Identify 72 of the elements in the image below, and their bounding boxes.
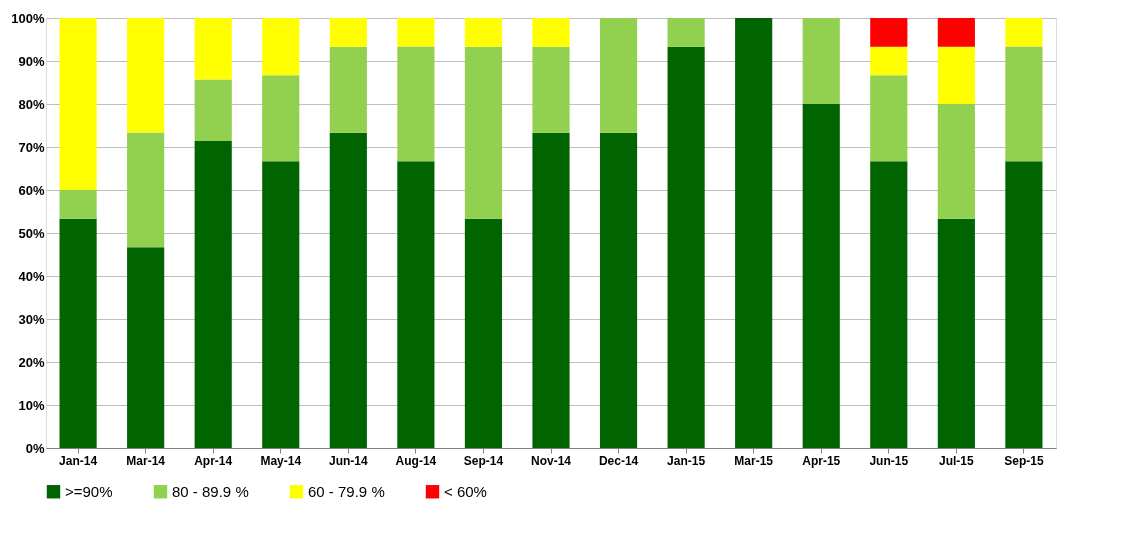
- legend-label: >=90%: [65, 482, 113, 500]
- bar: [870, 18, 908, 47]
- bar: [1005, 18, 1043, 47]
- bar: [735, 18, 773, 448]
- bar: [262, 75, 300, 162]
- bar: [194, 79, 232, 141]
- y-tick-label: 80%: [18, 96, 45, 112]
- x-tick-label: May-14: [260, 453, 302, 468]
- legend-label: 80 - 89.9 %: [172, 482, 249, 500]
- bar: [599, 132, 638, 448]
- bar: [127, 132, 165, 248]
- y-tick-label: 60%: [18, 182, 45, 198]
- bar: [59, 190, 97, 219]
- legend-label: < 60%: [444, 482, 487, 500]
- bar: [397, 18, 435, 47]
- y-tick-label: 0%: [25, 440, 45, 456]
- bar: [667, 18, 705, 47]
- y-tick-label: 20%: [18, 354, 45, 370]
- bar: [532, 46, 570, 133]
- y-tick-label: 90%: [18, 53, 45, 69]
- bar: [59, 218, 97, 448]
- bar: [1005, 161, 1043, 448]
- bar: [599, 18, 638, 133]
- bar: [127, 18, 165, 133]
- bar: [464, 218, 503, 448]
- x-tick-label: Apr-14: [194, 453, 233, 468]
- bar: [802, 104, 840, 448]
- bar: [194, 140, 232, 448]
- bar: [870, 161, 908, 448]
- bar: [1005, 46, 1043, 162]
- bar: [262, 18, 300, 76]
- x-tick-label: Dec-14: [598, 453, 639, 468]
- bar: [937, 104, 975, 219]
- bar: [329, 18, 367, 47]
- bar: [59, 18, 97, 190]
- bar: [329, 46, 367, 133]
- bar: [870, 75, 908, 162]
- x-tick-label: Jan-15: [667, 453, 706, 468]
- x-tick-label: Mar-14: [126, 453, 166, 468]
- x-tick-label: Sep-14: [463, 453, 504, 468]
- y-tick-label: 50%: [18, 225, 45, 241]
- x-tick-label: Jul-15: [939, 453, 975, 468]
- bar: [262, 161, 300, 448]
- x-tick-label: Sep-15: [1004, 453, 1044, 468]
- bar: [870, 46, 908, 76]
- bar: [329, 132, 367, 448]
- bar: [194, 18, 232, 80]
- bar: [464, 46, 503, 219]
- y-tick-label: 30%: [18, 311, 45, 327]
- x-tick-label: Aug-14: [395, 453, 437, 468]
- legend-label: 60 - 79.9 %: [308, 482, 385, 500]
- x-tick-label: Nov-14: [530, 453, 572, 468]
- bar: [127, 247, 165, 448]
- bar: [667, 46, 705, 448]
- x-tick-label: Mar-15: [734, 453, 774, 468]
- bar: [532, 18, 570, 47]
- x-tick-label: Jan-14: [59, 453, 98, 468]
- y-tick-label: 10%: [18, 397, 45, 413]
- bar: [397, 161, 435, 448]
- y-tick-label: 40%: [18, 268, 45, 284]
- y-tick-label: 70%: [18, 139, 45, 155]
- x-tick-label: Jun-15: [869, 453, 909, 468]
- bar: [397, 46, 435, 162]
- x-tick-label: Jun-14: [328, 453, 368, 468]
- y-tick-label: 100%: [11, 10, 45, 26]
- bar: [532, 132, 570, 448]
- bar: [464, 18, 503, 47]
- bar: [937, 218, 975, 448]
- bar: [937, 18, 975, 47]
- bar: [937, 46, 975, 104]
- bar: [802, 18, 840, 104]
- x-tick-label: Apr-15: [802, 453, 841, 468]
